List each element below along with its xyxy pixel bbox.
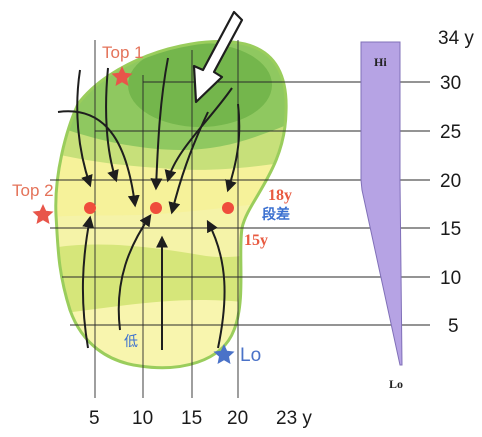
lo-scale-label: Lo [389, 377, 403, 391]
x-tick-20: 20 [227, 408, 248, 429]
flow-arrow [81, 215, 95, 349]
lo-label: Lo [240, 345, 261, 366]
red-points [84, 202, 234, 214]
y-tick-20: 20 [440, 171, 461, 192]
upper-age-label: 18y [268, 187, 292, 204]
step-label: 段差 [262, 206, 290, 223]
flow-arrow [225, 103, 241, 193]
y-tick-25: 25 [440, 122, 461, 143]
flow-arrow [150, 57, 169, 191]
hi-lo-bar [360, 41, 403, 366]
top1-star-icon [111, 66, 133, 86]
y-tick-30: 30 [440, 73, 461, 94]
top2-label: Top 2 [12, 181, 54, 200]
flow-arrow [164, 87, 233, 183]
flow-arrow [76, 69, 93, 188]
y-tick-10: 10 [440, 268, 461, 289]
flow-arrows [57, 57, 241, 350]
y-axis-labels: 34 y 30 25 20 15 10 5 [438, 28, 474, 337]
flow-arrow [206, 219, 226, 349]
y-tick-34: 34 y [438, 28, 474, 49]
x-tick-10: 10 [132, 408, 153, 429]
lower-green-zone [55, 240, 287, 320]
x-tick-23: 23 y [276, 408, 312, 429]
y-tick-15: 15 [440, 219, 461, 240]
flow-arrow [57, 110, 140, 208]
lower-age-label: 15y [244, 232, 268, 249]
flow-arrow [168, 111, 209, 215]
x-tick-5: 5 [89, 408, 100, 429]
x-axis-labels: 5 10 15 20 23 y [89, 408, 312, 429]
hi-label: Hi [374, 55, 387, 69]
top2-star-icon [32, 204, 54, 224]
top1-label: Top 1 [102, 43, 144, 62]
big-down-arrow [192, 10, 244, 104]
flow-arrow [117, 214, 152, 331]
red-dot [222, 202, 234, 214]
red-dot [150, 202, 162, 214]
red-dot [84, 202, 96, 214]
lo-star-icon [213, 344, 235, 364]
x-tick-15: 15 [181, 408, 202, 429]
y-tick-5: 5 [448, 316, 459, 337]
low-label: 低 [124, 334, 138, 350]
upper-mid-band [55, 120, 287, 170]
